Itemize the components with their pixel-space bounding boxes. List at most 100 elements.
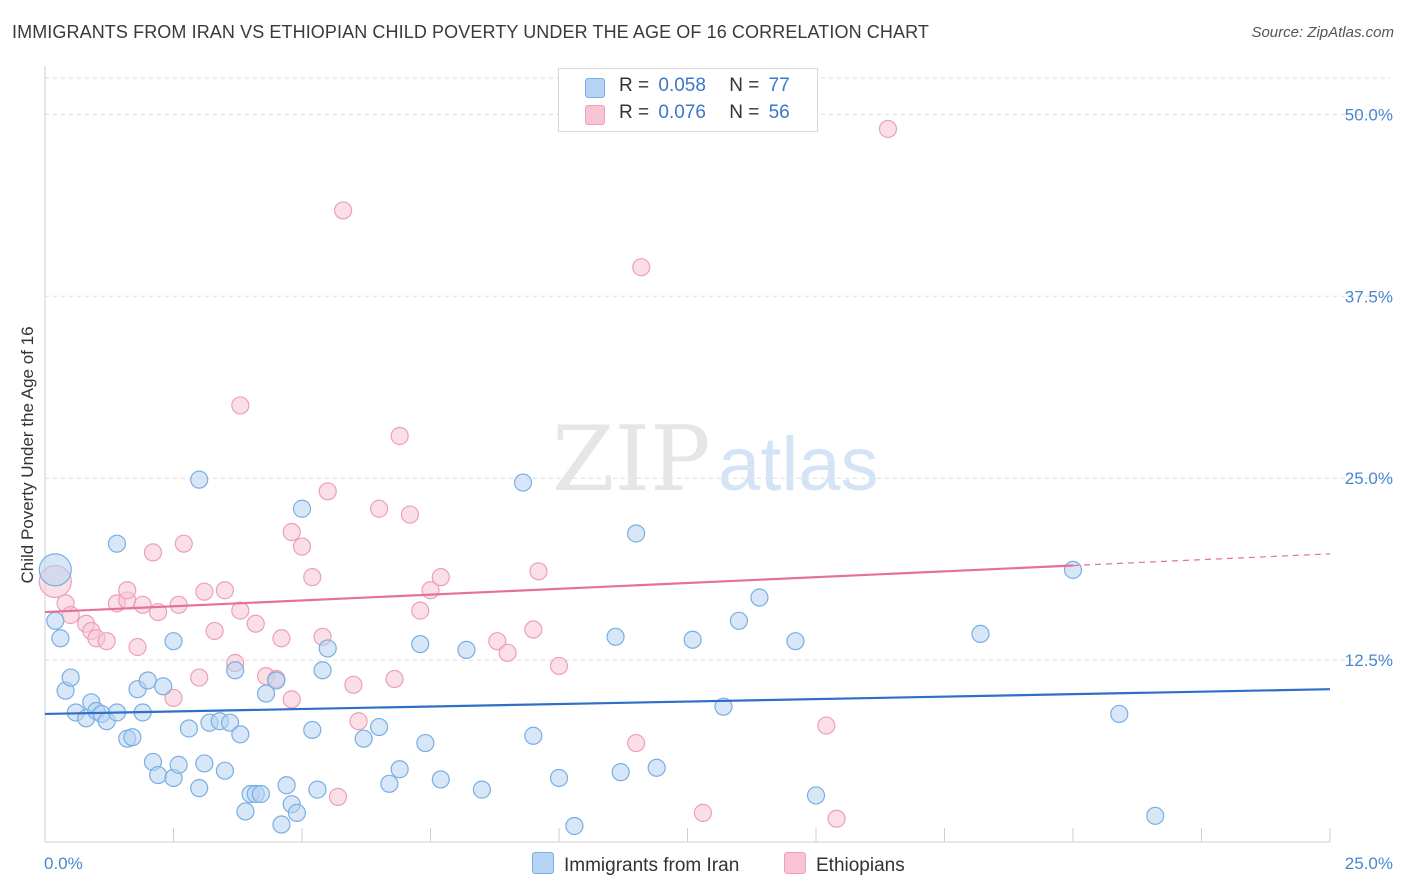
ethiopians-point — [488, 632, 507, 651]
ethiopians-point — [195, 582, 214, 601]
ethiopians-point — [431, 568, 450, 587]
bottom-legend-ethiopians-swatch — [784, 852, 806, 874]
ethiopians-point — [817, 716, 836, 735]
ethiopians-point — [118, 581, 137, 600]
ethiopians-point — [349, 712, 368, 731]
iran-point — [786, 632, 805, 651]
iran-point — [354, 729, 373, 748]
iran-point — [46, 611, 65, 630]
iran-point — [513, 473, 533, 492]
iran-point — [190, 470, 209, 489]
iran-point — [1063, 560, 1083, 579]
ethiopians-point — [390, 426, 409, 446]
watermark-atlas: atlas — [718, 422, 879, 507]
ethiopians-point — [318, 482, 337, 501]
ethiopians-point — [231, 396, 250, 415]
ethiopians-point — [205, 621, 224, 641]
bottom-legend-iran-label: Immigrants from Iran — [564, 855, 740, 876]
ethiopians-point — [549, 656, 569, 676]
ethiopians-point — [632, 258, 651, 277]
iran-point — [154, 677, 173, 696]
ethiopians-point — [400, 505, 420, 524]
iran-point — [611, 763, 630, 782]
iran-point — [431, 770, 450, 789]
ethiopians-point — [190, 668, 209, 687]
axis-layer — [44, 66, 1331, 843]
x-tick-label: 25.0% — [1345, 854, 1393, 873]
iran-point — [411, 634, 430, 654]
iran-point — [267, 671, 286, 690]
ethiopians-point — [272, 629, 291, 648]
ethiopians-point — [246, 614, 265, 633]
iran-point — [647, 758, 666, 777]
watermark-zip: ZIP — [552, 407, 711, 512]
iran-point — [38, 553, 72, 587]
iran-point — [457, 640, 476, 660]
iran-point — [226, 661, 245, 680]
iran-point — [303, 720, 322, 740]
iran-point — [51, 629, 70, 648]
ethiopians-point — [878, 119, 898, 139]
iran-point — [220, 713, 240, 732]
chart-title: IMMIGRANTS FROM IRAN VS ETHIOPIAN CHILD … — [12, 22, 929, 42]
ethiopians-point — [626, 733, 646, 753]
iran-point — [195, 754, 214, 773]
iran-point — [292, 499, 312, 518]
iran-point — [806, 786, 826, 805]
ethiopians-trend-extension — [1072, 553, 1331, 567]
ethiopians-point — [529, 562, 548, 581]
ethiopians-point — [344, 675, 363, 694]
ethiopians-point — [385, 669, 404, 689]
iran-trend-line — [44, 688, 1331, 716]
iran-point — [549, 768, 569, 788]
ethiopians-point — [292, 537, 312, 556]
iran-r-value: 0.058 — [658, 75, 706, 96]
iran-swatch — [585, 78, 605, 98]
ethiopians-point — [164, 688, 183, 708]
iran-point — [626, 524, 646, 543]
x-tick-label: 0.0% — [44, 854, 83, 873]
y-tick-label: 37.5% — [1345, 287, 1393, 306]
iran-point — [236, 802, 255, 821]
iran-point — [287, 803, 306, 822]
ethiopians-point — [133, 595, 152, 614]
stats-legend: R = 0.058 N = 77 R = 0.076 N = 56 — [558, 68, 818, 132]
iran-point — [169, 755, 188, 774]
ethiopians-point — [524, 620, 543, 639]
ethiopians-point — [827, 809, 846, 828]
ethiopians-trend-line — [44, 564, 1074, 614]
bottom-legend-iran-swatch — [532, 852, 554, 874]
iran-point — [123, 728, 142, 747]
ethiopians-point — [498, 643, 517, 662]
ethiopians-point — [174, 534, 193, 553]
ethiopians-point — [97, 632, 116, 651]
iran-point — [380, 774, 399, 793]
iran-point — [1110, 704, 1129, 724]
iran-point — [138, 671, 157, 690]
iran-point — [606, 627, 625, 646]
ethiopians-point — [61, 605, 80, 625]
ethiopians-r-value: 0.076 — [658, 102, 706, 123]
iran-point — [107, 534, 127, 553]
ethiopians-point — [693, 803, 713, 822]
bottom-legend-ethiopians: Ethiopians — [784, 852, 905, 877]
iran-point — [370, 717, 389, 737]
y-tick-label: 12.5% — [1345, 651, 1393, 670]
bottom-legend-iran: Immigrants from Iran — [532, 852, 739, 877]
source-label: Source: ZipAtlas.com — [1251, 24, 1394, 41]
iran-point — [472, 780, 491, 799]
iran-r-label: R = — [619, 75, 650, 96]
ethiopians-swatch — [585, 105, 605, 125]
iran-point — [524, 726, 543, 745]
iran-point — [565, 816, 584, 836]
iran-n-value: 77 — [768, 75, 790, 96]
iran-point — [164, 632, 183, 651]
ethiopians-point — [370, 499, 389, 518]
iran-point — [750, 588, 769, 607]
iran-point — [148, 765, 168, 785]
ethiopians-point — [215, 581, 234, 600]
ethiopians-point — [282, 522, 301, 542]
trend-lines — [44, 553, 1331, 716]
bottom-legend-ethiopians-label: Ethiopians — [816, 855, 905, 876]
